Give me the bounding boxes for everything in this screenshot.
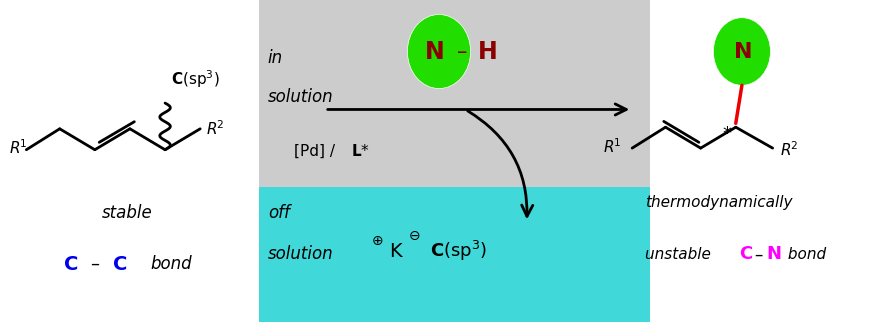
Text: $\oplus$: $\oplus$ [371,234,383,248]
Text: bond: bond [150,255,192,273]
Text: solution: solution [267,245,333,263]
Bar [259,187,649,322]
Text: $\bf{H}$: $\bf{H}$ [476,40,496,63]
Text: $\bf{C}$: $\bf{C}$ [738,245,752,263]
Text: stable: stable [102,204,153,222]
Text: $\bf{N}$: $\bf{N}$ [731,42,751,62]
Text: R$^1$: R$^1$ [9,139,27,157]
Bar [259,0,649,187]
Text: $\ominus$: $\ominus$ [408,229,420,243]
Text: R$^1$: R$^1$ [602,137,621,156]
Text: K: K [389,242,401,261]
Text: in: in [267,49,282,67]
Text: $\bf{C}$(sp$^3$): $\bf{C}$(sp$^3$) [430,239,487,263]
Text: $\bf{C}$: $\bf{C}$ [111,254,127,274]
Text: bond: bond [782,247,825,262]
Text: $\bf{L}$*: $\bf{L}$* [351,143,370,159]
Text: $\bf{N}$: $\bf{N}$ [766,245,781,263]
Text: $\bf{C}$(sp$^3$): $\bf{C}$(sp$^3$) [171,69,220,90]
Text: –: – [753,245,762,263]
Ellipse shape [407,14,470,89]
FancyArrowPatch shape [467,111,532,216]
Text: –: – [456,42,467,62]
Text: [Pd] /: [Pd] / [294,144,339,159]
Text: R$^2$: R$^2$ [779,140,797,159]
Ellipse shape [712,18,770,85]
Text: thermodynamically: thermodynamically [645,195,792,210]
Text: $\bf{N}$: $\bf{N}$ [424,40,443,63]
Text: –: – [90,255,99,273]
Text: *: * [722,125,731,143]
Text: off: off [267,204,289,222]
Text: solution: solution [267,88,333,106]
Text: $\bf{C}$: $\bf{C}$ [62,254,78,274]
Text: R$^2$: R$^2$ [206,119,225,138]
Text: unstable: unstable [645,247,716,262]
